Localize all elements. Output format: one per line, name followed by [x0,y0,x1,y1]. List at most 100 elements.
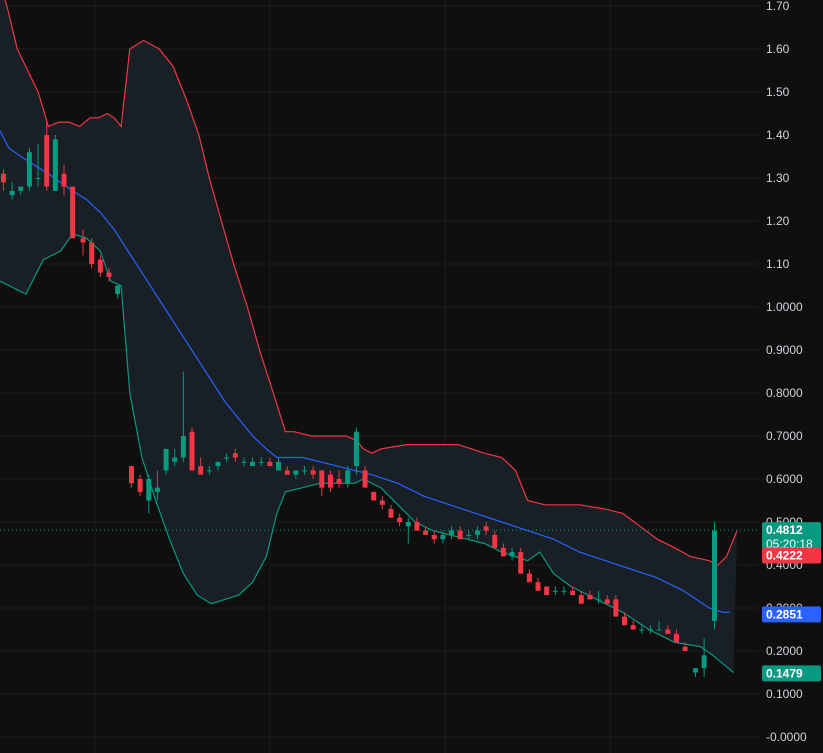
candle[interactable] [518,547,524,574]
candle[interactable] [509,547,515,561]
candle[interactable] [682,642,688,651]
candle[interactable] [80,229,86,256]
candle[interactable] [9,182,15,200]
candle[interactable] [97,255,103,277]
candle[interactable] [371,491,377,501]
candle[interactable] [397,513,403,527]
candle[interactable] [353,427,359,475]
candle-body [276,461,282,471]
candle[interactable] [267,457,273,467]
candle[interactable] [544,586,550,596]
y-tick-label: 0.2000 [766,644,803,658]
candle[interactable] [647,625,653,634]
candle[interactable] [665,625,671,634]
candle[interactable] [440,530,446,544]
candle[interactable] [587,590,593,600]
price-badge-bg [762,522,821,553]
candle[interactable] [241,457,247,467]
candle[interactable] [630,620,636,630]
candle-body [466,534,472,536]
candle-body [639,629,645,631]
candle[interactable] [301,466,307,475]
candle[interactable] [52,135,58,191]
candle[interactable] [310,466,316,479]
candle[interactable] [70,186,76,239]
candle[interactable] [692,668,698,677]
candle[interactable] [701,638,707,677]
candle[interactable] [250,457,256,467]
candle-body [622,616,628,626]
candle[interactable] [206,466,212,475]
candle[interactable] [18,186,24,196]
candle[interactable] [492,530,498,548]
candle[interactable] [336,470,342,488]
candle-body [613,599,619,617]
candle[interactable] [215,461,221,471]
candle[interactable] [232,448,238,462]
candle[interactable] [172,448,178,467]
candle[interactable] [449,526,455,540]
candle[interactable] [457,526,463,540]
candle[interactable] [61,165,67,196]
candle[interactable] [622,612,628,626]
candle[interactable] [431,530,437,544]
candle[interactable] [137,474,143,497]
candle[interactable] [293,470,299,479]
candle[interactable] [639,625,645,634]
candle[interactable] [379,496,385,510]
candle[interactable] [106,268,112,282]
candle[interactable] [535,577,541,591]
candle[interactable] [128,466,134,488]
candle[interactable] [423,526,429,535]
candle[interactable] [552,586,558,596]
candle[interactable] [405,517,411,544]
candle[interactable] [224,453,230,462]
candle[interactable] [500,543,506,557]
candle[interactable] [89,238,95,269]
candle[interactable] [258,457,264,467]
candle[interactable] [578,590,584,604]
candle[interactable] [276,457,282,471]
candle[interactable] [596,590,602,604]
y-tick-label: 1.10 [766,257,790,271]
candle-body [492,534,498,548]
candle[interactable] [327,470,333,492]
candle[interactable] [414,517,420,531]
candle[interactable] [656,620,662,631]
candle-body [474,530,480,535]
candle-body [431,534,437,540]
candle[interactable] [0,169,6,191]
candle-body [449,530,455,535]
candle[interactable] [466,530,472,540]
candle[interactable] [35,143,41,187]
candle[interactable] [613,595,619,617]
candle[interactable] [570,586,576,596]
candle[interactable] [711,522,717,630]
price-axis[interactable]: 1.70 1.60 1.50 1.40 1.30 1.20 1.10 1.0000 0.9000… [766,0,807,744]
candle[interactable] [604,595,610,604]
candle[interactable] [189,427,195,471]
candle[interactable] [284,466,290,475]
candle[interactable] [474,526,480,540]
candle[interactable] [146,474,152,514]
candle[interactable] [561,586,567,596]
candle[interactable] [26,147,32,191]
candle[interactable] [483,522,489,535]
candle-body [44,135,50,187]
candle[interactable] [362,466,368,488]
candle-body [578,595,584,604]
candle[interactable] [673,629,679,643]
candle[interactable] [154,470,160,501]
candle[interactable] [345,466,351,488]
candle[interactable] [115,285,121,299]
candle[interactable] [198,457,204,475]
candle[interactable] [44,122,50,191]
candle[interactable] [388,504,394,518]
candle[interactable] [319,470,325,497]
candle[interactable] [163,448,169,475]
candle[interactable] [526,569,532,583]
candle[interactable] [180,371,186,462]
